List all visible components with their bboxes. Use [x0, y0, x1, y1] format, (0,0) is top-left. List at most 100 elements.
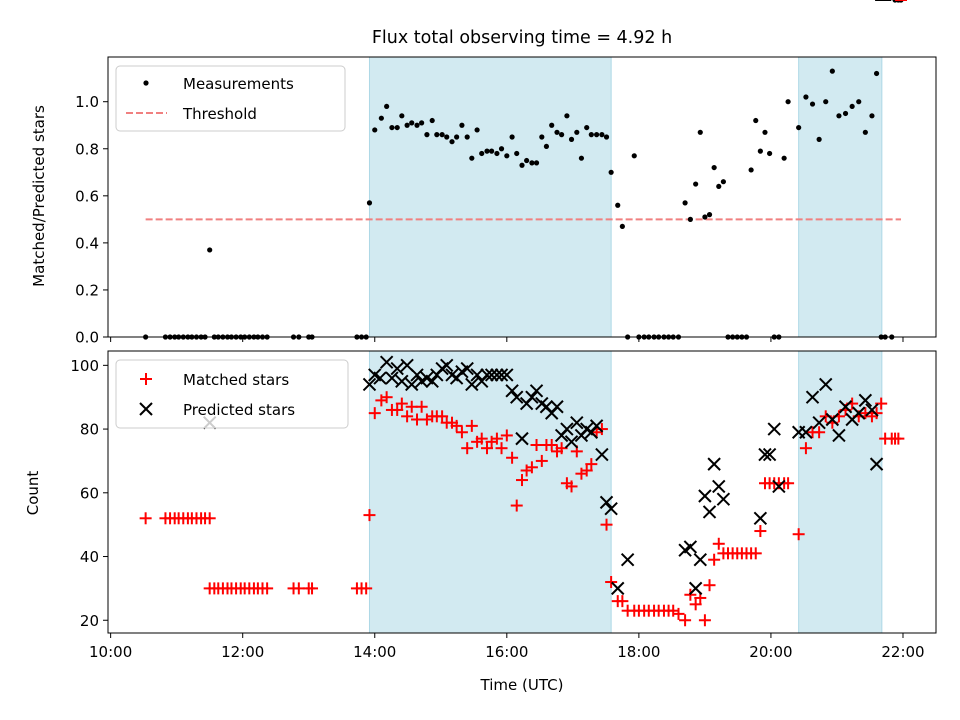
measurement-point	[409, 120, 415, 126]
predicted-star-point	[693, 553, 707, 567]
matched-star-point	[306, 582, 319, 595]
predicted-star-point	[395, 374, 409, 388]
matched-star-point	[395, 397, 408, 410]
bottom-x-tick-label: 12:00	[221, 643, 264, 661]
measurement-point	[757, 148, 763, 154]
measurement-point	[603, 134, 610, 140]
predicted-star-point	[564, 435, 579, 449]
predicted-star-point	[550, 400, 564, 414]
measurement-point	[469, 155, 475, 161]
predicted-star-point	[599, 495, 614, 510]
predicted-star-point	[611, 581, 625, 596]
top-legend: Measurements Threshold	[115, 65, 346, 132]
predicted-star-point	[805, 390, 820, 404]
bottom-x-tick-label: 10:00	[89, 643, 132, 661]
predicted-star-point	[762, 447, 777, 462]
measurement-point	[498, 146, 505, 152]
measurement-point	[873, 70, 880, 77]
measurement-point	[444, 134, 450, 140]
predicted-star-point	[470, 368, 484, 382]
predicted-star-point	[494, 368, 509, 382]
measurement-point	[414, 122, 420, 128]
predicted-star-point	[683, 540, 698, 554]
matched-star-point	[585, 458, 598, 471]
bottom-y-tick-label: 80	[80, 421, 99, 439]
legend-measurement-marker	[143, 80, 149, 86]
predicted-star-point	[869, 457, 884, 471]
x-axis-label: Time (UTC)	[480, 676, 564, 694]
matched-star-point	[481, 442, 494, 455]
predicted-star-point	[505, 384, 519, 398]
matched-star-point	[708, 553, 721, 566]
measurement-point	[803, 94, 809, 100]
matched-star-point	[799, 442, 812, 455]
measurement-point	[594, 132, 600, 138]
predicted-star-point	[819, 377, 833, 392]
bottom-y-tick-label: 60	[80, 484, 99, 502]
measurement-point	[619, 223, 625, 230]
legend-predicted-marker	[139, 402, 153, 416]
measurement-point	[753, 117, 759, 124]
predicted-star-point	[460, 361, 474, 376]
matched-star-point	[712, 537, 725, 550]
matched-star-point	[510, 499, 523, 512]
matched-star-point	[450, 419, 463, 432]
matched-star-point	[380, 391, 393, 404]
bottom-x-tick-label: 22:00	[881, 643, 924, 661]
matched-star-point	[261, 582, 274, 595]
bottom-x-tick-label: 20:00	[749, 643, 792, 661]
measurement-point	[796, 124, 802, 131]
top-panel: 0.0 0.2 0.4 0.6 0.8 1.0 Matched/Predicted sta…	[30, 0, 937, 347]
bottom-y-tick-label: 20	[80, 612, 99, 630]
predicted-star-point	[500, 368, 514, 382]
predicted-star-point	[698, 489, 712, 503]
measurement-point	[529, 160, 535, 166]
matched-star-point	[555, 442, 568, 455]
bottom-axes: 20 40 60 80 100 10:00 12:00 14:00 16:00 18:00 20:0…	[70, 350, 937, 661]
matched-star-point	[139, 512, 152, 525]
predicted-star-point	[799, 425, 813, 439]
measurement-point	[434, 132, 440, 138]
measurement-point	[615, 202, 621, 208]
measurement-point	[404, 122, 410, 128]
measurement-point	[389, 124, 395, 131]
predicted-star-point	[758, 447, 772, 462]
predicted-star-point	[529, 384, 544, 398]
predicted-star-point	[838, 400, 853, 414]
top-y-tick-label: 1.0	[75, 93, 99, 111]
matched-star-point	[782, 477, 795, 490]
matched-star-point	[703, 579, 716, 592]
measurement-point	[823, 99, 829, 105]
predicted-star-point	[405, 377, 419, 392]
measurement-point	[697, 129, 703, 135]
bottom-y-tick-label: 40	[80, 548, 99, 566]
measurement-point	[781, 155, 787, 161]
predicted-star-point	[712, 479, 726, 494]
measurement-point	[384, 103, 390, 110]
predicted-star-point	[484, 368, 499, 382]
legend-matched-marker	[140, 373, 152, 385]
predicted-star-point	[858, 393, 873, 408]
measurement-point	[429, 117, 435, 124]
predicted-star-point	[570, 415, 584, 430]
predicted-star-point	[510, 390, 524, 404]
top-y-tick-label: 0.4	[75, 234, 99, 252]
matched-star-point	[455, 426, 468, 439]
bottom-y-tick-label: 100	[70, 357, 99, 375]
predicted-star-point	[390, 361, 404, 376]
matched-star-point	[545, 439, 558, 451]
measurement-point	[554, 129, 560, 135]
matched-star-point	[415, 400, 428, 413]
measurement-point	[682, 200, 688, 206]
matched-star-point	[368, 407, 381, 420]
predicted-star-point	[385, 371, 399, 385]
matched-star-point	[506, 451, 519, 464]
top-y-tick-label: 0.8	[75, 140, 99, 158]
measurement-point	[711, 164, 717, 171]
matched-star-point	[679, 614, 692, 627]
measurement-point	[378, 115, 384, 121]
legend-label-predicted: Predicted stars	[183, 401, 295, 419]
measurement-point	[574, 129, 580, 135]
measurement-point	[748, 167, 754, 173]
